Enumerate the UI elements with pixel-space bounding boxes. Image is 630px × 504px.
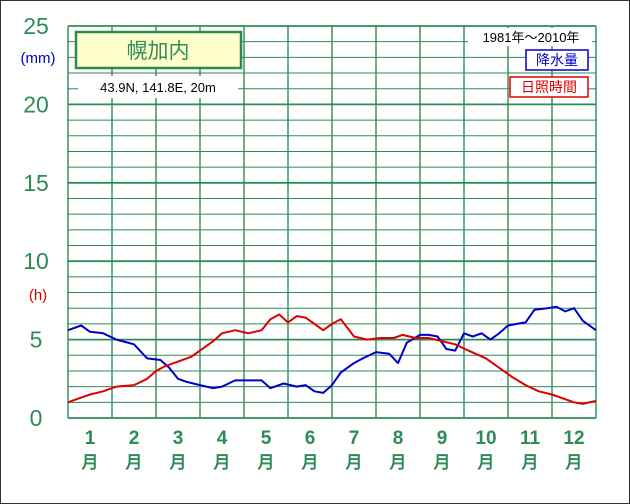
x-tick-suffix: 月	[125, 453, 143, 472]
x-tick-label: 2	[129, 428, 140, 449]
x-tick-label: 3	[173, 428, 184, 449]
x-tick-suffix: 月	[345, 453, 363, 472]
x-tick-suffix: 月	[213, 453, 231, 472]
x-tick-suffix: 月	[477, 453, 495, 472]
legend-precip-label: 降水量	[536, 52, 578, 68]
precip-line	[67, 305, 597, 394]
x-tick-suffix: 月	[389, 453, 407, 472]
y-tick-label: 20	[23, 91, 49, 117]
y-tick-label: 15	[23, 170, 49, 196]
x-tick-suffix: 月	[81, 453, 99, 472]
y-tick-labels: 0 5 10 15 20 25	[23, 13, 49, 431]
period-text: 1981年〜2010年	[483, 30, 580, 45]
station-name-box	[74, 30, 243, 70]
series-lines	[67, 305, 597, 405]
x-tick-label: 5	[261, 428, 272, 449]
y-tick-label: 10	[23, 248, 49, 274]
station-name: 幌加内	[127, 40, 190, 63]
unit-h-label: (h)	[29, 287, 47, 304]
sunshine-line	[67, 313, 597, 405]
unit-mm-label: (mm)	[21, 50, 56, 67]
x-tick-label: 7	[349, 428, 360, 449]
x-tick-label: 10	[475, 428, 496, 449]
x-tick-label: 9	[437, 428, 448, 449]
x-tick-suffix: 月	[169, 453, 187, 472]
y-tick-label: 0	[30, 405, 43, 431]
x-tick-label: 4	[217, 428, 228, 449]
legend-sunshine-box	[509, 76, 589, 98]
legend-precip-box	[525, 49, 589, 71]
x-tick-label: 8	[393, 428, 404, 449]
period-text-bg	[468, 28, 592, 46]
y-tick-label: 5	[30, 327, 43, 353]
legend-sunshine-label: 日照時間	[521, 79, 577, 95]
x-tick-label: 6	[305, 428, 316, 449]
location-text-bg	[78, 76, 238, 98]
x-tick-label: 12	[563, 428, 584, 449]
x-tick-suffix: 月	[521, 453, 539, 472]
x-tick-suffix: 月	[433, 453, 451, 472]
x-month-labels: 1 月 2 月 3 月 4 月 5 月 6 月 7 月 8 月 9 月 10 月 11 月 12 月	[81, 428, 585, 472]
x-tick-label: 1	[85, 428, 96, 449]
x-tick-suffix: 月	[257, 453, 275, 472]
x-tick-suffix: 月	[565, 453, 583, 472]
x-tick-suffix: 月	[301, 453, 319, 472]
y-tick-label: 25	[23, 13, 49, 39]
x-tick-label: 11	[520, 428, 541, 449]
location-text: 43.9N, 141.8E, 20m	[100, 80, 216, 95]
